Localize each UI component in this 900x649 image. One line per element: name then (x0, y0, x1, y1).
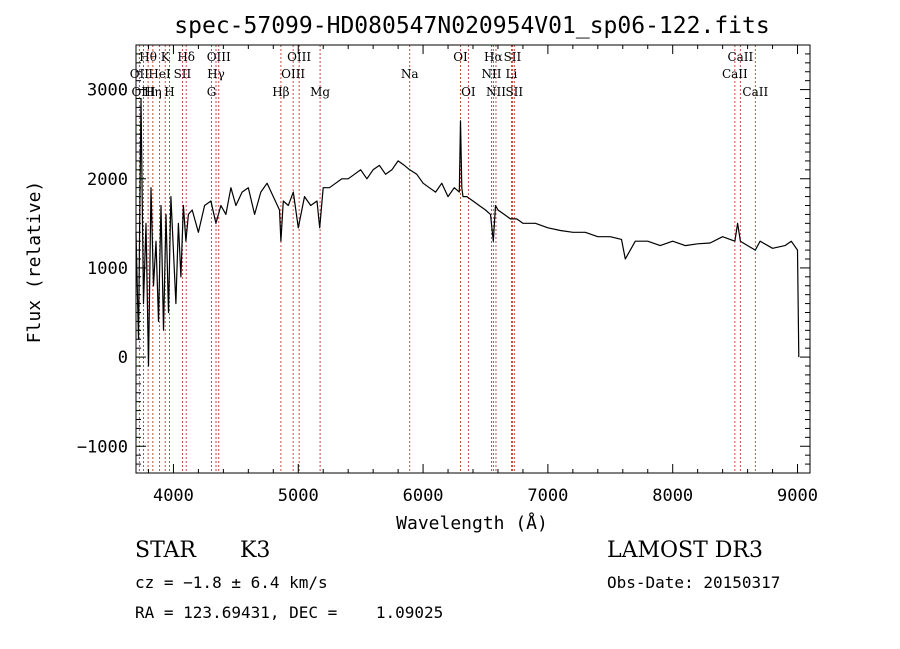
spectral-line-label: Mg (310, 85, 330, 99)
x-tick-label: 7000 (527, 486, 568, 506)
spectral-line-label: SII (174, 67, 192, 81)
spectral-line-label: OI (461, 85, 476, 99)
x-axis-label: Wavelength (Å) (396, 512, 548, 534)
spectral-line-label: OIII (287, 50, 311, 64)
spectral-lines-layer (138, 45, 756, 473)
spectral-line-labels-layer: HθOIIOIIIHηHeIKHSIIHδHγGOIIIHβOIIIOIIIMg… (130, 50, 769, 99)
spectral-line-label: Li (506, 67, 518, 81)
y-tick-label: 3000 (87, 81, 128, 101)
object-type: STAR (135, 538, 196, 563)
spectrum-series-line (135, 97, 800, 367)
spectral-line-label: OIII (131, 85, 155, 99)
spectral-line-label: Hδ (177, 50, 195, 64)
y-tick-label: 0 (118, 348, 128, 368)
survey-name: LAMOST DR3 (607, 538, 763, 563)
spectral-line-label: Hθ (139, 50, 157, 64)
x-tick-label: 5000 (278, 486, 319, 506)
x-tick-label: 6000 (403, 486, 444, 506)
axes-layer: 4000 5000 6000 7000 8000 9000 −1000 0 1000 2000 30… (77, 44, 818, 506)
x-tick-label: 9000 (777, 486, 818, 506)
observation-date: Obs-Date: 20150317 (607, 573, 781, 592)
spectral-line-label: Hα (484, 50, 503, 64)
spectral-line-label: Hγ (207, 67, 225, 81)
spectral-line-label: K (161, 50, 171, 64)
spectral-line-label: CaII (722, 67, 748, 81)
redshift-cz: cz = −1.8 ± 6.4 km/s (135, 573, 328, 592)
spectral-line-label: NII (481, 67, 501, 81)
spectral-line-label: G (207, 85, 217, 99)
spectral-line-label: Hη (144, 85, 162, 99)
spectral-line-label: SII (505, 85, 523, 99)
spectral-line-label: CaII (727, 50, 753, 64)
spectral-line-label: NII (486, 85, 506, 99)
object-subclass: K3 (240, 538, 271, 563)
spectral-line-label: OIII (207, 50, 231, 64)
spectral-line-label: OII (130, 67, 150, 81)
x-tick-label: 8000 (652, 486, 693, 506)
x-tick-label: 4000 (153, 486, 194, 506)
spectrum-layer (135, 97, 800, 367)
spectral-line-label: Hβ (272, 85, 289, 99)
y-axis-label: Flux (relative) (24, 181, 45, 344)
y-tick-label: 2000 (87, 170, 128, 190)
spectral-line-label: OI (453, 50, 468, 64)
y-tick-label: −1000 (77, 437, 128, 457)
coordinates: RA = 123.69431, DEC = 1.09025 (135, 603, 444, 622)
spectral-line-label: OIII (281, 67, 305, 81)
chart-title: spec-57099-HD080547N020954V01_sp06-122.f… (174, 13, 769, 39)
plot-frame (135, 44, 811, 474)
y-tick-label: 1000 (87, 259, 128, 279)
spectral-line-label: H (164, 85, 174, 99)
spectral-line-label: SII (504, 50, 522, 64)
spectral-line-label: HeI (148, 67, 171, 81)
spectral-line-label: Na (401, 67, 419, 81)
spectral-line-label: CaII (742, 85, 768, 99)
